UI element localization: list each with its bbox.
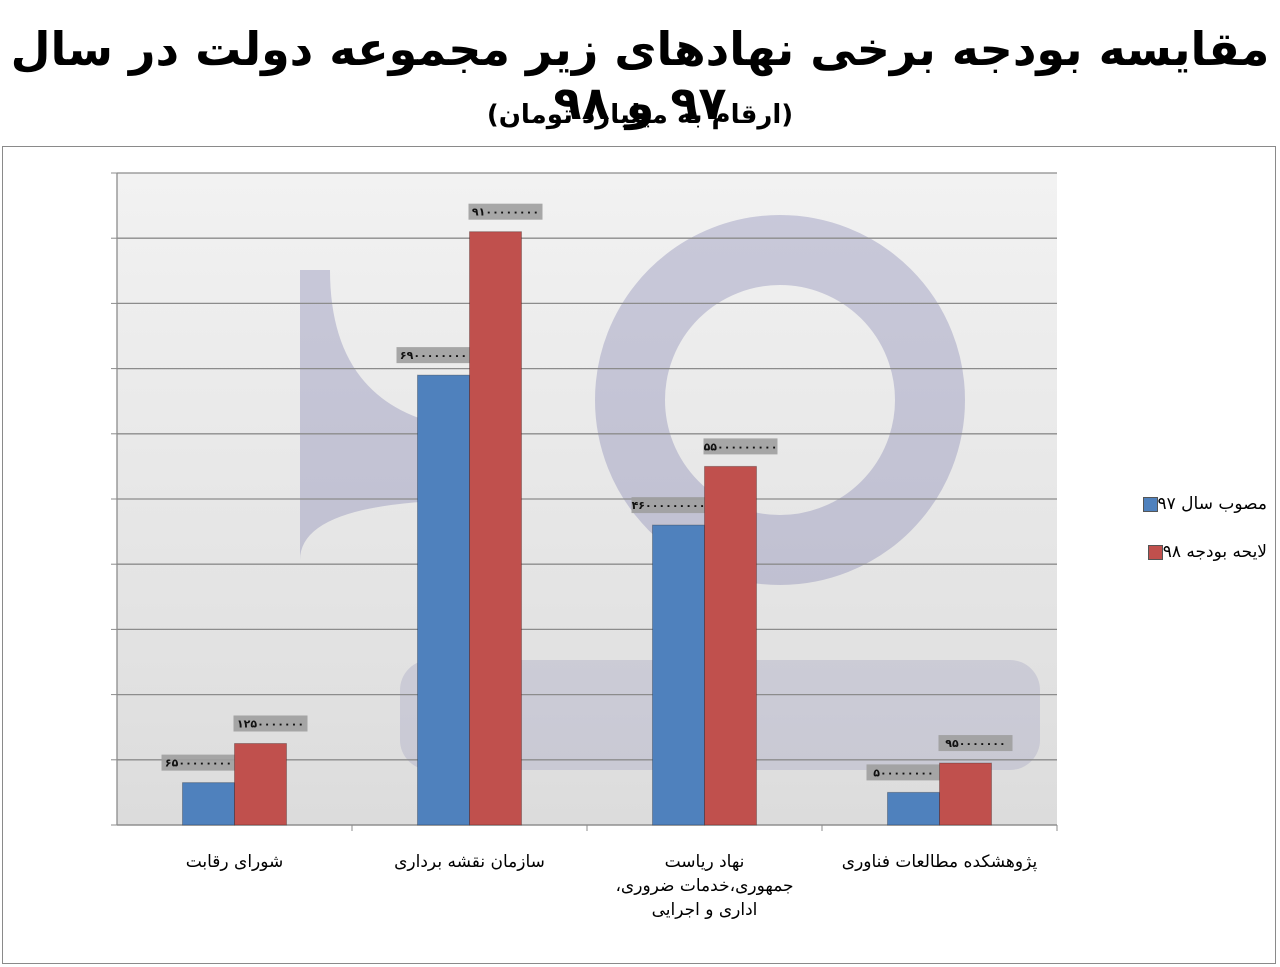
data-label: ۵۵۰۰۰۰۰۰۰۰۰ xyxy=(704,440,778,453)
x-category-label-line: پژوهشکده مطالعات فناوری xyxy=(841,852,1038,872)
legend-swatch-97 xyxy=(1142,496,1158,512)
data-label-box xyxy=(468,203,543,220)
data-label: ۹۱۰۰۰۰۰۰۰۰ xyxy=(472,206,539,219)
x-category-label: پژوهشکده مطالعات فناوری xyxy=(825,850,1055,874)
data-label: ۱۲۵۰۰۰۰۰۰۰ xyxy=(237,718,304,731)
chart-subtitle: (ارقام به میلیارد تومان) xyxy=(486,100,794,130)
data-label-box xyxy=(938,735,1013,752)
bar-98 xyxy=(469,231,522,826)
data-label-box xyxy=(396,347,471,364)
bar-97 xyxy=(652,524,705,826)
data-label: ۴۶۰۰۰۰۰۰۰۰۰ xyxy=(632,499,706,512)
legend-item-97: مصوب سال ۹۷ xyxy=(1097,494,1267,514)
data-label: ۶۹۰۰۰۰۰۰۰۰ xyxy=(400,349,467,362)
x-category-label: سازمان نقشه برداری xyxy=(355,850,585,874)
data-label-box xyxy=(233,715,308,732)
x-category-label-line: شورای رقابت xyxy=(185,852,284,872)
data-label-box xyxy=(161,754,236,771)
legend-label-97: مصوب سال ۹۷ xyxy=(1157,494,1267,514)
bar-98 xyxy=(939,762,992,826)
data-label: ۹۵۰۰۰۰۰۰۰ xyxy=(945,737,1005,750)
legend-item-98: لایحه بودجه ۹۸ xyxy=(1097,542,1267,562)
bar-97 xyxy=(417,374,470,826)
watermark-ring xyxy=(595,215,965,585)
bar-97 xyxy=(182,782,235,826)
data-label: ۶۵۰۰۰۰۰۰۰۰ xyxy=(165,757,232,770)
bar-98 xyxy=(234,743,287,826)
legend: مصوب سال ۹۷ لایحه بودجه ۹۸ xyxy=(1097,494,1267,590)
x-category-label: نهاد ریاست جمهوری،خدمات ضروری، اداری و اجر… xyxy=(590,850,820,922)
bar-97 xyxy=(887,791,940,826)
data-label-box xyxy=(866,764,941,781)
data-label: ۵۰۰۰۰۰۰۰۰ xyxy=(873,766,933,779)
legend-label-98: لایحه بودجه ۹۸ xyxy=(1162,542,1267,562)
x-category-label-line: اداری و اجرایی xyxy=(651,900,758,920)
data-label-box xyxy=(631,497,706,514)
legend-swatch-98 xyxy=(1147,544,1163,560)
chart-title: مقایسه بودجه برخی نهادهای زیر مجموعه دول… xyxy=(10,22,1271,130)
bar-98 xyxy=(704,465,757,826)
x-category-label-line: نهاد ریاست xyxy=(664,852,745,872)
x-category-label: شورای رقابت xyxy=(120,850,350,874)
x-category-label-line: سازمان نقشه برداری xyxy=(394,852,545,872)
x-category-label-line: جمهوری،خدمات ضروری، xyxy=(615,876,794,896)
data-label-box xyxy=(703,438,778,455)
